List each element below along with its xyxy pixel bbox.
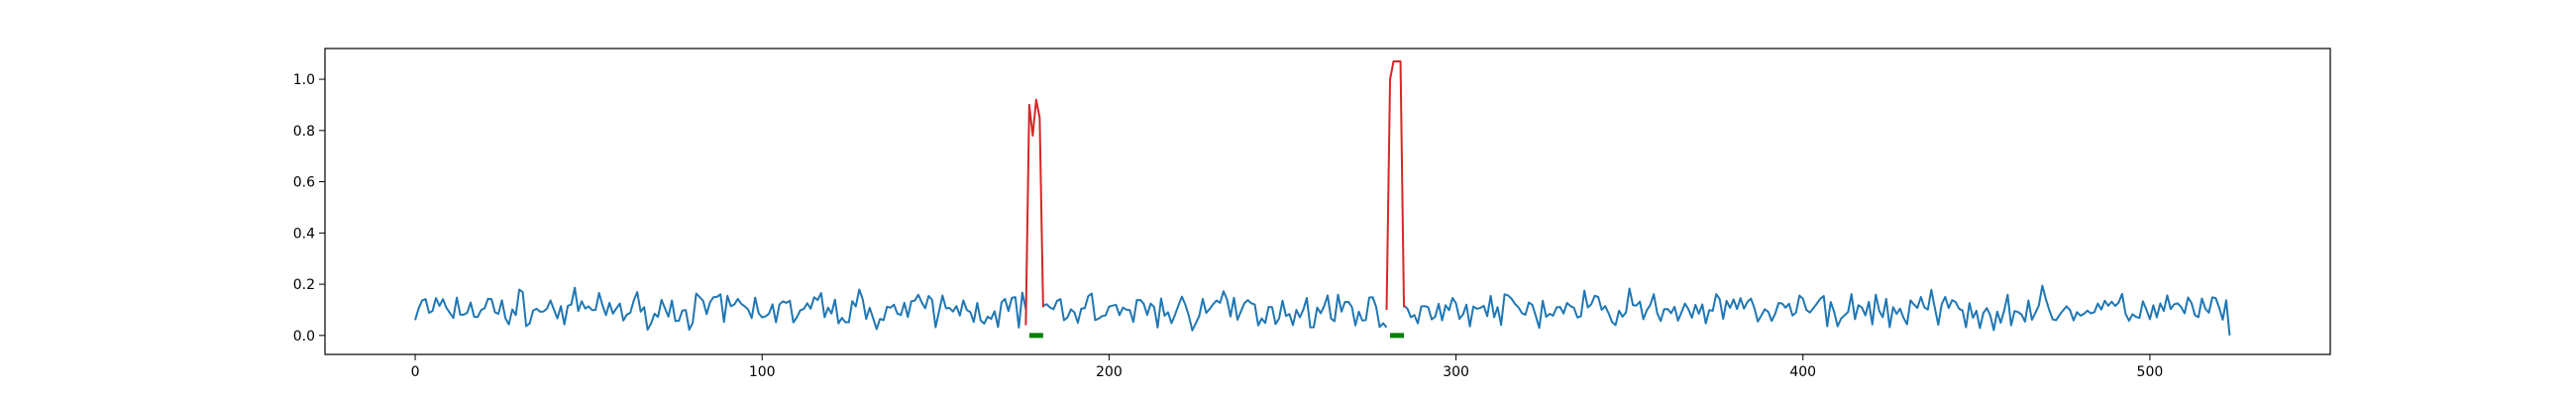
y-tick-label-3: 0.6 <box>293 175 315 191</box>
x-tick-label-1: 100 <box>749 364 776 380</box>
y-tick-label-2: 0.4 <box>293 226 315 242</box>
x-axis: 0 100 200 300 400 500 <box>411 354 2164 380</box>
y-tick-label-4: 0.8 <box>293 124 315 140</box>
series-0-segment-0 <box>414 286 1027 332</box>
y-tick-label-1: 0.2 <box>293 277 315 293</box>
x-tick-label-2: 200 <box>1096 364 1123 380</box>
series-1-segment-1 <box>1385 59 1406 310</box>
series-layer <box>414 59 2231 336</box>
x-tick-label-5: 500 <box>2137 364 2164 380</box>
plot-frame <box>324 48 2331 355</box>
y-axis: 0.0 0.2 0.4 0.6 0.8 1.0 <box>293 72 325 345</box>
series-1-segment-0 <box>1024 98 1044 326</box>
x-tick-label-4: 400 <box>1789 364 1816 380</box>
y-tick-label-5: 1.0 <box>293 72 315 88</box>
x-tick-label-0: 0 <box>411 364 420 380</box>
x-tick-label-3: 300 <box>1443 364 1469 380</box>
series-0-segment-2 <box>1403 284 2231 336</box>
y-tick-label-0: 0.0 <box>293 329 315 345</box>
series-0-segment-1 <box>1042 290 1388 332</box>
